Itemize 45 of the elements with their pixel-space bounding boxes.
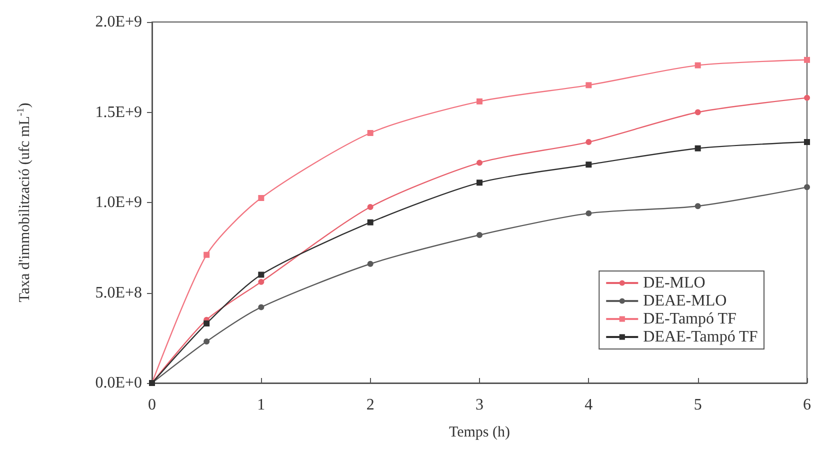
point bbox=[804, 56, 810, 63]
point bbox=[586, 139, 592, 146]
point bbox=[204, 320, 210, 326]
point bbox=[476, 160, 482, 166]
point bbox=[804, 139, 810, 146]
point bbox=[258, 272, 264, 278]
y-tick-label: 0.0E+0 bbox=[95, 374, 142, 392]
point bbox=[586, 82, 592, 88]
point bbox=[258, 304, 264, 310]
point bbox=[476, 180, 482, 186]
point bbox=[367, 204, 374, 210]
point bbox=[367, 260, 374, 267]
legend-label: DEAE-Tampó TF bbox=[643, 328, 758, 346]
legend-label: DE-MLO bbox=[643, 274, 706, 292]
point bbox=[694, 109, 701, 116]
x-tick-label: 4 bbox=[584, 396, 593, 414]
point bbox=[694, 203, 701, 210]
point bbox=[694, 145, 701, 152]
point bbox=[804, 184, 810, 190]
y-axis-title: Taxa d'immobilització (ufc mL-1) bbox=[16, 102, 33, 302]
point bbox=[586, 210, 592, 216]
point bbox=[204, 338, 210, 344]
x-tick-label: 3 bbox=[476, 396, 484, 414]
x-axis-title: Temps (h) bbox=[448, 424, 510, 440]
legend-label: DE-Tampó TF bbox=[643, 310, 736, 328]
point bbox=[804, 94, 810, 101]
y-tick-label: 1.5E+9 bbox=[95, 104, 142, 121]
x-tick-label: 1 bbox=[257, 396, 266, 414]
point bbox=[367, 130, 374, 136]
x-tick-label: 0 bbox=[148, 396, 156, 414]
point bbox=[694, 62, 701, 68]
point bbox=[476, 232, 482, 238]
legend-label: DEAE-MLO bbox=[643, 292, 727, 310]
point bbox=[586, 162, 592, 168]
y-tick-label: 2.0E+9 bbox=[95, 14, 142, 30]
point bbox=[258, 194, 264, 201]
x-tick-label: 6 bbox=[803, 396, 811, 414]
point bbox=[204, 252, 210, 258]
y-tick-label: 5.0E+8 bbox=[95, 284, 142, 302]
point bbox=[258, 278, 264, 285]
point bbox=[367, 219, 374, 226]
point bbox=[476, 98, 482, 104]
x-tick-label: 5 bbox=[694, 396, 702, 414]
y-tick-label: 1.0E+9 bbox=[95, 194, 142, 211]
x-tick-label: 2 bbox=[366, 396, 374, 414]
